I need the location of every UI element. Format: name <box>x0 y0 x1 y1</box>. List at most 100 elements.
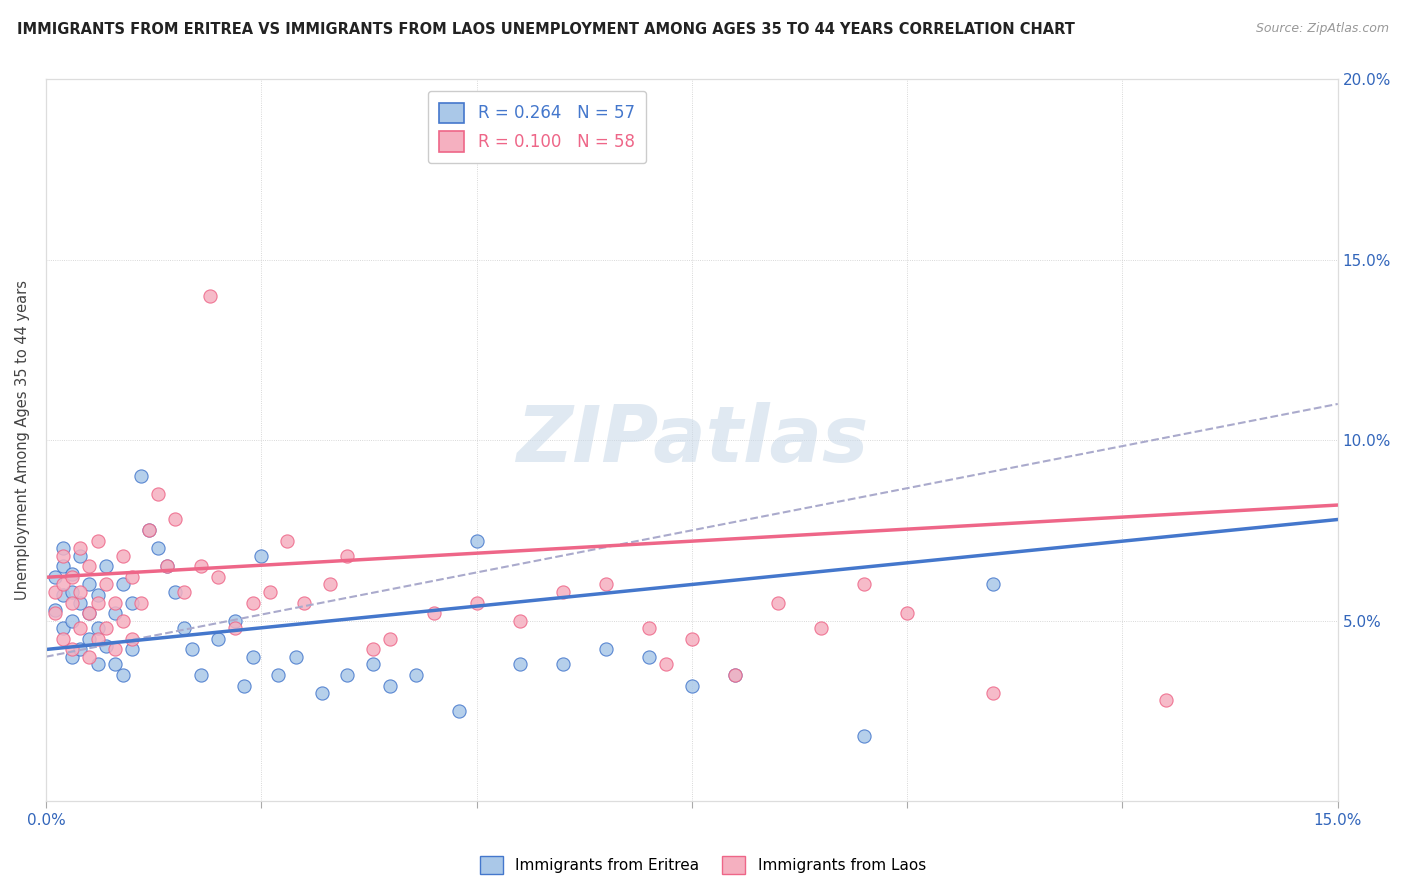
Point <box>112 577 135 591</box>
Point <box>60 649 83 664</box>
Point <box>1154 693 1177 707</box>
Point <box>173 621 195 635</box>
Legend: Immigrants from Eritrea, Immigrants from Laos: Immigrants from Eritrea, Immigrants from… <box>474 850 932 880</box>
Point <box>259 584 281 599</box>
Point <box>96 577 118 591</box>
Point <box>311 686 333 700</box>
Point <box>449 704 471 718</box>
Point <box>319 577 342 591</box>
Point <box>292 595 315 609</box>
Point <box>242 649 264 664</box>
Point <box>465 534 488 549</box>
Point <box>681 632 703 646</box>
Point <box>86 534 108 549</box>
Point <box>77 649 100 664</box>
Point <box>44 603 66 617</box>
Point <box>637 621 659 635</box>
Point <box>69 541 91 556</box>
Point <box>60 566 83 581</box>
Point <box>60 595 83 609</box>
Point <box>853 729 876 743</box>
Text: Source: ZipAtlas.com: Source: ZipAtlas.com <box>1256 22 1389 36</box>
Point <box>60 584 83 599</box>
Point <box>69 642 91 657</box>
Point <box>96 639 118 653</box>
Point <box>224 621 246 635</box>
Point <box>724 667 747 681</box>
Point <box>155 559 177 574</box>
Point <box>165 584 187 599</box>
Point <box>77 607 100 621</box>
Point <box>104 642 127 657</box>
Point <box>422 607 444 621</box>
Point <box>121 632 143 646</box>
Point <box>181 642 204 657</box>
Point <box>112 614 135 628</box>
Point <box>44 584 66 599</box>
Point <box>233 679 256 693</box>
Point <box>86 632 108 646</box>
Point <box>138 524 160 538</box>
Point <box>380 632 402 646</box>
Point <box>981 577 1004 591</box>
Point <box>69 621 91 635</box>
Point <box>77 607 100 621</box>
Point <box>77 559 100 574</box>
Point <box>104 657 127 671</box>
Point <box>380 679 402 693</box>
Point <box>52 559 75 574</box>
Point <box>336 549 359 563</box>
Point <box>77 577 100 591</box>
Point <box>853 577 876 591</box>
Point <box>681 679 703 693</box>
Point <box>69 549 91 563</box>
Point <box>69 584 91 599</box>
Point <box>129 469 152 483</box>
Point <box>96 621 118 635</box>
Point <box>44 607 66 621</box>
Point <box>121 570 143 584</box>
Point <box>104 607 127 621</box>
Point <box>146 541 169 556</box>
Point <box>52 549 75 563</box>
Point <box>52 577 75 591</box>
Point <box>69 595 91 609</box>
Point <box>405 667 427 681</box>
Point <box>121 642 143 657</box>
Point <box>509 657 531 671</box>
Point <box>551 657 574 671</box>
Point <box>86 588 108 602</box>
Point <box>896 607 918 621</box>
Point <box>284 649 307 664</box>
Point <box>267 667 290 681</box>
Point <box>766 595 789 609</box>
Point <box>52 632 75 646</box>
Point <box>104 595 127 609</box>
Point <box>52 621 75 635</box>
Point <box>86 621 108 635</box>
Point <box>981 686 1004 700</box>
Point <box>509 614 531 628</box>
Text: IMMIGRANTS FROM ERITREA VS IMMIGRANTS FROM LAOS UNEMPLOYMENT AMONG AGES 35 TO 44: IMMIGRANTS FROM ERITREA VS IMMIGRANTS FR… <box>17 22 1074 37</box>
Point <box>637 649 659 664</box>
Point <box>810 621 832 635</box>
Y-axis label: Unemployment Among Ages 35 to 44 years: Unemployment Among Ages 35 to 44 years <box>15 280 30 600</box>
Point <box>60 614 83 628</box>
Point <box>190 667 212 681</box>
Point <box>361 642 384 657</box>
Point <box>595 642 617 657</box>
Point <box>138 524 160 538</box>
Point <box>44 570 66 584</box>
Point <box>52 588 75 602</box>
Point <box>336 667 359 681</box>
Point <box>551 584 574 599</box>
Point <box>276 534 298 549</box>
Point <box>129 595 152 609</box>
Point <box>724 667 747 681</box>
Point <box>52 541 75 556</box>
Point <box>361 657 384 671</box>
Point <box>250 549 273 563</box>
Point <box>595 577 617 591</box>
Point <box>60 570 83 584</box>
Point <box>207 570 229 584</box>
